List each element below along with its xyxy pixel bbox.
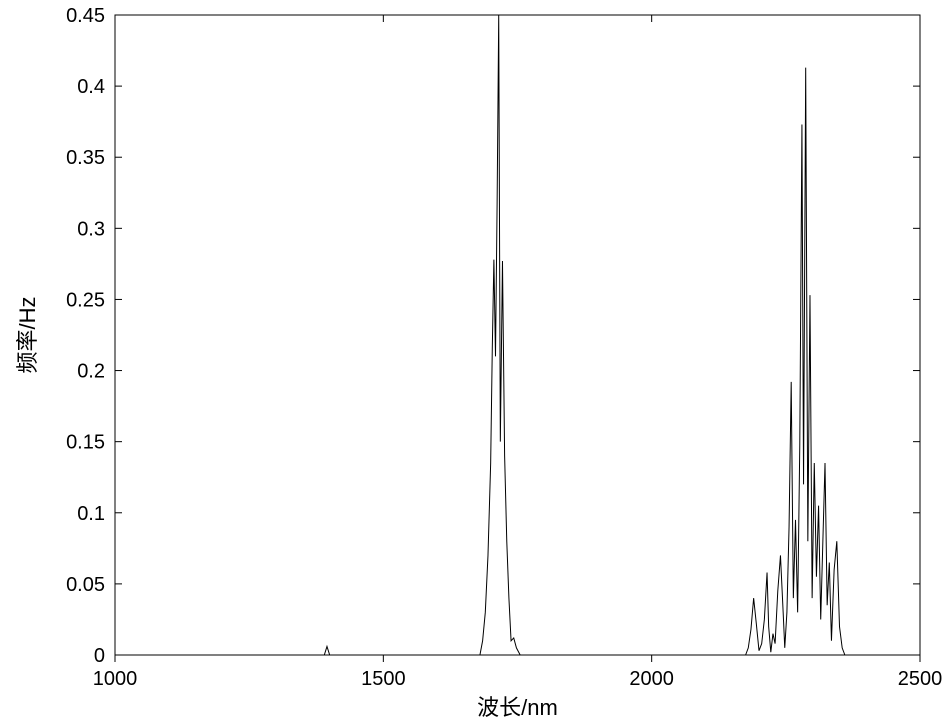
y-tick-label: 0.35 — [66, 147, 105, 169]
x-tick-label: 1500 — [361, 668, 406, 690]
y-tick-label: 0.05 — [66, 574, 105, 596]
x-axis-label: 波长/nm — [477, 695, 558, 720]
y-tick-label: 0.2 — [77, 361, 105, 383]
y-axis-label: 频率/Hz — [15, 296, 40, 373]
y-tick-label: 0.25 — [66, 289, 105, 311]
y-tick-label: 0 — [94, 645, 105, 667]
y-tick-label: 0.15 — [66, 432, 105, 454]
x-tick-label: 1000 — [93, 668, 138, 690]
y-tick-label: 0.4 — [77, 76, 105, 98]
y-tick-label: 0.1 — [77, 503, 105, 525]
spectrum-line — [115, 15, 920, 655]
spectrum-chart: 1000 1500 2000 2500 0 0.05 0.1 0.15 0.2 0.25 0.3 0.… — [0, 0, 952, 725]
plot-border — [115, 15, 920, 655]
x-tick-label: 2500 — [898, 668, 943, 690]
chart-container: 1000 1500 2000 2500 0 0.05 0.1 0.15 0.2 0.25 0.3 0.… — [0, 0, 952, 725]
y-tick-label: 0.3 — [77, 218, 105, 240]
x-tick-label: 2000 — [629, 668, 674, 690]
y-tick-label: 0.45 — [66, 5, 105, 27]
